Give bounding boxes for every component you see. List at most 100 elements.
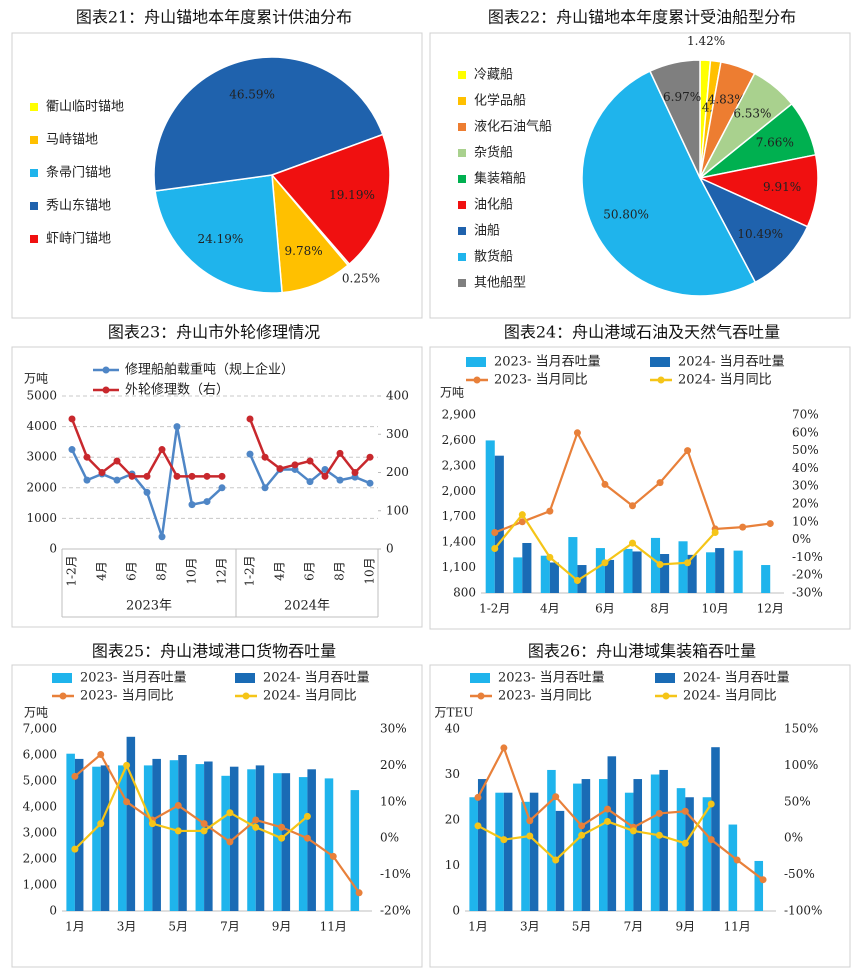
y-tick-label: 1,000: [23, 878, 57, 892]
series-marker: [655, 809, 663, 817]
y-tick-label: 40: [445, 722, 460, 736]
x-tick-label: 6月: [595, 602, 615, 616]
series-marker: [71, 845, 79, 853]
legend-label: 液化石油气船: [474, 119, 552, 135]
legend-marker: [657, 376, 665, 384]
pie-slice: [581, 70, 757, 297]
group-label: 2023年: [126, 599, 172, 614]
chart-title: 图表24：舟山港域石油及天然气吞吐量: [504, 323, 780, 342]
chart-title: 图表23：舟山市外轮修理情况: [108, 323, 320, 342]
y2-tick-label: -100%: [784, 904, 822, 918]
y2-tick-label: 30%: [380, 722, 407, 736]
legend-swatch: [458, 201, 466, 209]
series-marker: [143, 488, 151, 496]
x-tick-label: 1-2月: [243, 555, 257, 586]
bar: [126, 736, 136, 911]
legend-label: 秀山东锚地: [46, 199, 111, 214]
legend-swatch: [458, 279, 466, 287]
series-marker: [306, 457, 314, 465]
series-marker: [218, 484, 226, 492]
series-marker: [188, 472, 196, 480]
legend-label: 油船: [474, 224, 500, 239]
slice-label: 6.97%: [663, 90, 701, 104]
panel-frame: [11, 32, 423, 319]
panel-frame: [429, 664, 851, 968]
series-marker: [291, 461, 299, 469]
y-tick-label: 5000: [26, 389, 57, 403]
bar: [660, 554, 670, 593]
x-tick-label: 11月: [723, 920, 750, 934]
legend-swatch: [30, 202, 38, 210]
series-marker: [143, 472, 151, 480]
legend-label: 2023- 当月同比: [80, 689, 174, 704]
series-marker: [573, 429, 581, 437]
series-marker: [601, 559, 609, 567]
series-marker: [601, 480, 609, 488]
series-marker: [518, 518, 526, 526]
y2-tick-label: 20%: [380, 758, 407, 772]
series-marker: [188, 501, 196, 509]
series-marker: [656, 561, 664, 569]
series-marker: [278, 834, 286, 842]
y-tick-label: 1,400: [442, 535, 476, 549]
y-tick-label: 2,000: [442, 484, 476, 498]
bar: [485, 440, 495, 593]
series-marker: [526, 832, 534, 840]
series-marker: [261, 484, 269, 492]
slice-label: 4.83%: [708, 92, 746, 106]
legend-swatch: [235, 673, 255, 683]
bar: [706, 552, 716, 593]
bar: [255, 765, 265, 911]
chart-title: 图表21：舟山锚地本年度累计供油分布: [76, 8, 352, 27]
x-tick-label: 7月: [220, 920, 240, 934]
series-marker: [573, 577, 581, 585]
panel-frame: [11, 346, 423, 628]
series-marker: [261, 453, 269, 461]
series-marker: [246, 450, 254, 458]
bar: [143, 765, 153, 911]
y-tick-label: 0: [49, 904, 57, 918]
y-axis-unit: 万吨: [440, 386, 464, 400]
legend-label: 衢山临时锚地: [46, 100, 124, 115]
legend-swatch: [52, 673, 72, 683]
series-marker: [739, 523, 747, 531]
legend-swatch: [30, 235, 38, 243]
series-marker: [246, 415, 254, 423]
y-tick-label: 2,900: [442, 408, 476, 422]
series-marker: [158, 446, 166, 454]
series-marker: [278, 823, 286, 831]
y-tick-label: 2,300: [442, 458, 476, 472]
series-marker: [321, 472, 329, 480]
bar: [350, 790, 360, 911]
bar: [298, 777, 308, 911]
bar: [494, 455, 504, 593]
legend-swatch: [655, 673, 675, 683]
bar: [624, 792, 634, 911]
series-marker: [97, 820, 105, 828]
y-tick-label: 2,600: [442, 433, 476, 447]
series-marker: [252, 823, 260, 831]
series-marker: [174, 801, 182, 809]
bar: [568, 537, 578, 593]
y2-tick-label: 100%: [784, 758, 818, 772]
bar: [204, 761, 213, 911]
series-marker: [552, 856, 560, 864]
y2-tick-label: 50%: [784, 794, 811, 808]
x-tick-label: 1月: [468, 920, 488, 934]
bar: [678, 541, 688, 593]
legend-label: 2024- 当月吞吐量: [678, 355, 785, 370]
x-tick-label: 8月: [155, 561, 169, 581]
bar: [66, 753, 75, 911]
y-tick-label: 2,000: [23, 852, 57, 866]
y2-tick-label: 150%: [784, 722, 818, 736]
y-tick-label: 5,000: [23, 774, 57, 788]
pie-slice: [697, 153, 819, 228]
bar: [178, 755, 187, 911]
series-marker: [226, 809, 234, 817]
series-marker: [71, 772, 79, 780]
series-marker: [733, 856, 741, 864]
bar: [152, 758, 161, 911]
series-marker: [366, 453, 374, 461]
slice-label: 9.91%: [763, 180, 801, 194]
bar: [650, 774, 660, 911]
